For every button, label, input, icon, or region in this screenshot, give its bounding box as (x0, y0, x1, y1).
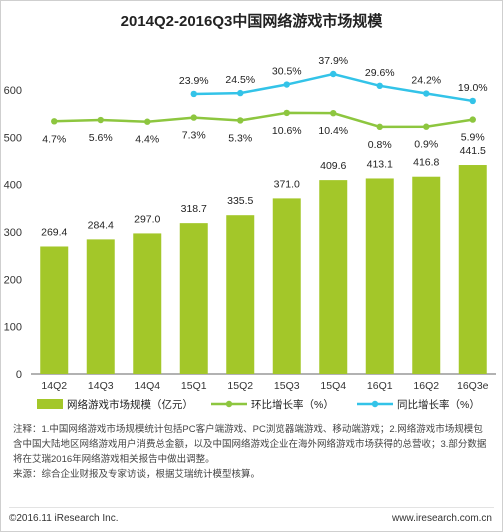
bar-value-label: 441.5 (460, 145, 486, 157)
y-tick-label: 100 (4, 322, 22, 334)
y-tick-label: 600 (4, 85, 22, 97)
bar (179, 223, 208, 374)
bar (272, 198, 301, 374)
mom-growth-point (190, 114, 197, 121)
mom-growth-label: 10.6% (272, 125, 302, 137)
x-tick-label: 16Q3e (457, 380, 489, 392)
bar-value-label: 284.4 (88, 219, 114, 231)
bar-value-label: 409.6 (320, 160, 346, 172)
x-tick-label: 15Q3 (274, 380, 300, 392)
y-tick-label: 500 (4, 132, 22, 144)
legend-marker-mom (225, 400, 233, 408)
yoy-growth-label: 24.2% (411, 75, 441, 87)
x-tick-label: 14Q4 (134, 380, 160, 392)
mom-growth-point (283, 109, 290, 117)
mom-growth-label: 7.3% (182, 130, 206, 142)
x-tick-label: 15Q2 (227, 380, 253, 392)
mom-growth-point (469, 116, 476, 123)
yoy-growth-label: 29.6% (365, 67, 395, 79)
mom-growth-line (54, 111, 473, 129)
yoy-growth-label: 24.5% (225, 74, 255, 86)
bar (86, 239, 115, 374)
notes-text: 注释：1.中国网络游戏市场规模统计包括PC客户端游戏、PC浏览器端游戏、移动端游… (13, 424, 487, 465)
legend-label-bars: 网络游戏市场规模（亿元） (67, 398, 193, 411)
bar-value-label: 416.8 (413, 157, 439, 169)
mom-growth-label: 0.9% (414, 139, 438, 151)
mom-growth-label: 4.7% (42, 133, 66, 145)
yoy-growth-point (330, 70, 337, 78)
yoy-growth-point (469, 97, 476, 105)
x-tick-label: 15Q4 (320, 380, 346, 392)
mom-growth-point (144, 118, 151, 125)
bar (133, 233, 162, 374)
bar (319, 180, 348, 374)
yoy-growth-label: 19.0% (458, 82, 488, 94)
y-tick-label: 300 (4, 227, 22, 239)
yoy-growth-point (376, 82, 383, 90)
website-text: www.iresearch.com.cn (391, 513, 492, 524)
mom-growth-label: 5.6% (89, 132, 113, 144)
bar (365, 178, 394, 374)
yoy-growth-point (237, 89, 244, 97)
legend-label-mom: 环比增长率（%） (251, 398, 334, 411)
bar-value-label: 297.0 (134, 213, 160, 225)
x-tick-label: 14Q2 (41, 380, 67, 392)
chart-canvas: 0 100 200 300 400 500 600 14Q2 14Q3 14Q4 15Q1 15Q2 1… (4, 55, 496, 411)
bar (412, 176, 441, 374)
mom-growth-point (97, 116, 104, 124)
bar (458, 165, 487, 374)
y-tick-label: 400 (4, 180, 22, 192)
yoy-growth-point (190, 90, 197, 98)
mom-growth-point (330, 109, 337, 117)
legend-swatch-bars (37, 399, 63, 409)
x-tick-label: 16Q2 (413, 380, 439, 392)
mom-growth-label: 5.9% (461, 132, 485, 144)
mom-growth-label: 4.4% (135, 134, 159, 146)
yoy-growth-label: 23.9% (179, 75, 209, 87)
chart-title: 2014Q2-2016Q3中国网络游戏市场规模 (120, 13, 383, 30)
mom-growth-point (423, 123, 430, 130)
yoy-growth-label: 30.5% (272, 66, 302, 78)
bar (226, 215, 255, 374)
bar-value-label: 269.4 (41, 226, 67, 238)
yoy-growth-label: 37.9% (318, 55, 348, 67)
source-text: 来源：综合企业财报及专家访谈，根据艾瑞统计模型核算。 (13, 469, 261, 480)
mom-growth-label: 0.8% (368, 139, 392, 151)
y-tick-label: 200 (4, 274, 22, 286)
footer-divider (9, 507, 494, 508)
mom-growth-label: 5.3% (228, 132, 252, 144)
bar-value-label: 335.5 (227, 195, 253, 207)
bar-value-label: 413.1 (367, 158, 393, 170)
bar (40, 246, 69, 374)
copyright-text: ©2016.11 iResearch Inc. (9, 513, 119, 524)
x-tick-label: 15Q1 (181, 380, 207, 392)
x-tick-label: 16Q1 (367, 380, 393, 392)
y-tick-label: 0 (16, 369, 22, 381)
mom-growth-point (51, 118, 58, 125)
yoy-growth-point (283, 81, 290, 88)
mom-growth-point (376, 123, 383, 131)
legend-label-yoy: 同比增长率（%） (397, 398, 480, 411)
mom-growth-point (237, 117, 244, 124)
bar-value-label: 371.0 (274, 178, 300, 190)
yoy-growth-point (423, 90, 430, 97)
bar-value-label: 318.7 (181, 203, 207, 215)
notes-block: 注释：1.中国网络游戏市场规模统计包括PC客户端游戏、PC浏览器端游戏、移动端游… (13, 422, 491, 482)
mom-growth-label: 10.4% (318, 125, 348, 137)
x-tick-label: 14Q3 (88, 380, 114, 392)
legend-marker-yoy (371, 400, 379, 408)
